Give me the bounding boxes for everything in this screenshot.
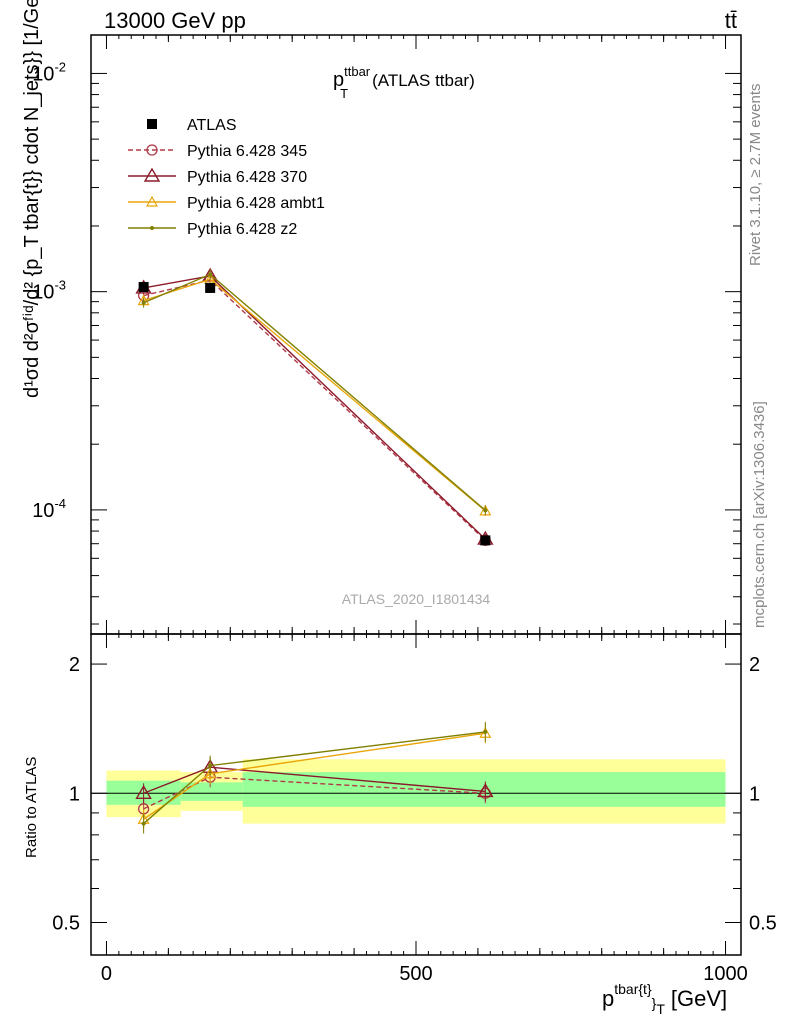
y-tick-exp: -3 <box>54 278 66 293</box>
marker-atlas-2 <box>480 535 491 546</box>
ratio-y-tick-label-right: 2 <box>749 654 760 676</box>
xlabel-sup: tbar{t} <box>614 981 652 997</box>
xlabel-main: p <box>602 986 614 1011</box>
main-panel-content <box>135 267 494 547</box>
xlabel: ptbar{t}}T [GeV] <box>602 981 727 1017</box>
marker-pythia-6-428-z2-1 <box>208 272 213 277</box>
ratio-y-tick-label: 1 <box>69 783 80 805</box>
series-line-pythia-6-428-z2 <box>143 273 486 511</box>
plot-title-rest: (ATLAS ttbar) <box>372 71 475 90</box>
plot-title-sub: T <box>340 86 348 101</box>
ratio-ylabel: Ratio to ATLAS <box>23 757 40 858</box>
mcplots-label: mcplots.cern.ch [arXiv:1306.3436] <box>751 401 768 628</box>
series-line-pythia-6-428-370 <box>143 275 486 540</box>
marker-pythia-6-428-z2-0 <box>141 300 146 305</box>
series-line-pythia-6-428-ambt1 <box>143 278 486 512</box>
plot-title: pttbar T (ATLAS ttbar) <box>333 64 475 101</box>
y-tick-label: 10-3 <box>32 278 66 304</box>
y-tick-exp: -4 <box>54 496 66 511</box>
band-green-1 <box>180 782 243 801</box>
marker-pythia-6-428-z2-2 <box>483 508 488 513</box>
rivet-label: Rivet 3.1.10, ≥ 2.7M events <box>747 84 764 267</box>
ratio-bands <box>106 759 726 824</box>
plot-title-sup: ttbar <box>344 64 371 79</box>
ratio-panel-content <box>91 721 741 834</box>
marker-atlas-1 <box>205 282 216 293</box>
y-tick-exp: -2 <box>54 59 66 74</box>
header-left: 13000 GeV pp <box>104 8 246 33</box>
x-tick-label: 500 <box>399 963 432 985</box>
legend-label-1: Pythia 6.428 345 <box>187 143 307 160</box>
plot-title-main: p <box>333 69 344 91</box>
xlabel-sub: } <box>652 995 657 1011</box>
xlabel-sub-t: T <box>656 1001 665 1017</box>
marker-pythia-6-428-ambt1-1 <box>204 767 217 779</box>
y-tick-base: 10 <box>32 282 54 304</box>
legend-label-0: ATLAS <box>187 117 237 134</box>
main-ylabel: d¹σd d²σᶠⁱᵈ/d² {p_T tbar{t}} cdot N_jets… <box>21 0 43 398</box>
marker-pythia-6-428-z2-0 <box>141 821 146 826</box>
x-tick-label: 0 <box>101 963 112 985</box>
legend-label-3: Pythia 6.428 ambt1 <box>187 195 325 212</box>
series-line-pythia-6-428-345 <box>143 279 486 541</box>
marker-pythia-6-428-370-2 <box>477 783 494 798</box>
analysis-watermark: ATLAS_2020_I1801434 <box>342 591 491 607</box>
header-right: tt̄ <box>725 8 737 33</box>
band-green-2 <box>242 772 726 807</box>
legend: ATLAS Pythia 6.428 345 Pythia 6.428 370 Pyt… <box>128 117 325 238</box>
y-tick-label: 10-2 <box>32 59 66 85</box>
y-tick-label: 10-4 <box>32 496 66 522</box>
x-tick-label: 1000 <box>703 963 748 985</box>
marker-pythia-6-428-z2-1 <box>208 763 213 768</box>
marker-atlas-legend <box>147 119 157 129</box>
marker-pythia-6-428-ambt1-legend <box>145 195 159 207</box>
ratio-y-tick-label-right: 0.5 <box>749 912 777 934</box>
marker-pythia-6-428-370-0 <box>135 784 152 799</box>
marker-pythia-6-428-370-legend <box>143 167 161 182</box>
legend-label-2: Pythia 6.428 370 <box>187 169 307 186</box>
marker-pythia-6-428-z2-2 <box>483 729 488 734</box>
marker-pythia-6-428-z2-legend <box>150 226 154 230</box>
marker-pythia-6-428-345-legend <box>146 144 158 156</box>
legend-label-4: Pythia 6.428 z2 <box>187 221 297 238</box>
xlabel-unit: [GeV] <box>671 986 727 1011</box>
ratio-y-tick-label: 2 <box>69 654 80 676</box>
y-tick-base: 10 <box>32 500 54 522</box>
y-tick-base: 10 <box>32 63 54 85</box>
ratio-y-tick-label: 0.5 <box>52 912 80 934</box>
ratio-y-tick-label-right: 1 <box>749 783 760 805</box>
marker-atlas-0 <box>138 282 149 293</box>
